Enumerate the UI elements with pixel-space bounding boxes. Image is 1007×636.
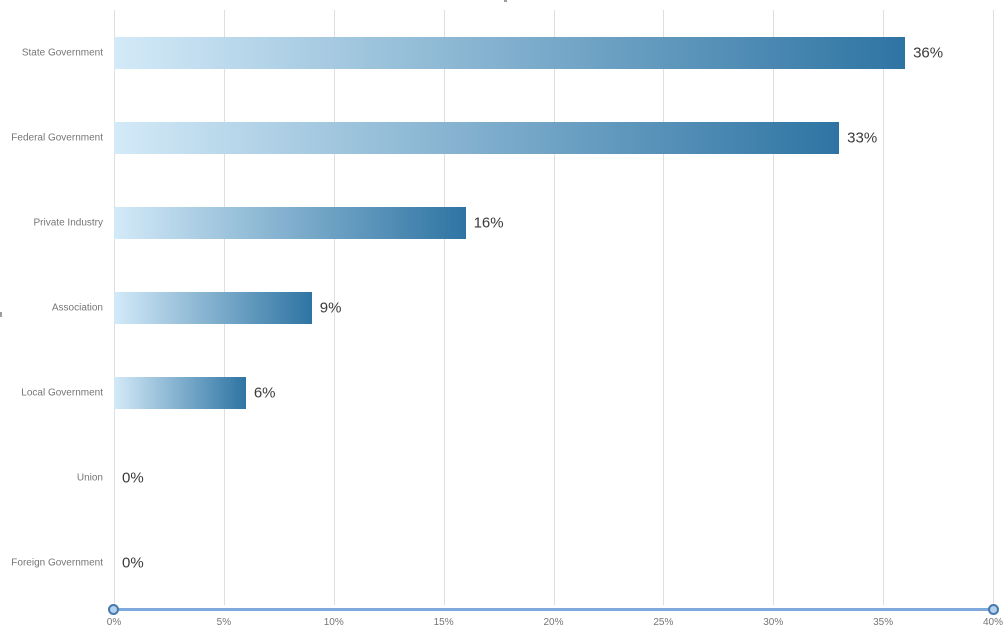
gridline: [443, 10, 445, 605]
clipped-axis-title-fragment-left: [0, 312, 2, 317]
clipped-title-fragment-top: [504, 0, 507, 2]
value-label: 6%: [253, 384, 276, 401]
x-axis-zoom-slider-line[interactable]: [114, 608, 993, 611]
x-axis-slider-handle-left[interactable]: [108, 604, 119, 615]
value-label: 36%: [913, 44, 944, 61]
bar-rows: State Government 36% Federal Government 33%…: [0, 10, 1007, 605]
bar-local-government[interactable]: [114, 376, 246, 409]
gridline: [883, 10, 885, 605]
chart-row: Union 0%: [0, 435, 1007, 520]
gridline: [773, 10, 775, 605]
gridline: [663, 10, 665, 605]
chart-row: Local Government 6%: [0, 350, 1007, 435]
bar-federal-government[interactable]: [114, 121, 840, 154]
category-label: Foreign Government: [11, 557, 103, 568]
bar-association[interactable]: [114, 291, 312, 324]
x-axis-slider-handle-right[interactable]: [988, 604, 999, 615]
category-label: Private Industry: [33, 217, 103, 228]
chart-row: Foreign Government 0%: [0, 520, 1007, 605]
chart-row: Federal Government 33%: [0, 95, 1007, 180]
x-axis-tick-label: 35%: [873, 617, 894, 628]
gridline: [553, 10, 555, 605]
gridline: [993, 10, 994, 605]
x-axis-tick-label: 0%: [106, 617, 122, 628]
category-label: Association: [51, 302, 103, 313]
x-axis-tick-label: 40%: [982, 617, 1003, 628]
category-label: Local Government: [21, 387, 103, 398]
bar-state-government[interactable]: [114, 36, 906, 69]
value-label: 0%: [122, 469, 144, 486]
value-label: 9%: [319, 299, 342, 316]
gridline: [333, 10, 335, 605]
value-label: 0%: [122, 554, 144, 571]
x-axis-tick-label: 10%: [323, 617, 344, 628]
x-axis-tick-label: 15%: [433, 617, 454, 628]
chart-row: State Government 36%: [0, 10, 1007, 95]
category-label: Union: [76, 472, 103, 483]
chart-row: Private Industry 16%: [0, 180, 1007, 265]
x-axis-tick-label: 25%: [653, 617, 674, 628]
x-axis-tick-label: 20%: [543, 617, 564, 628]
value-label: 33%: [847, 129, 878, 146]
category-label: Federal Government: [11, 132, 103, 143]
chart-row: Association 9%: [0, 265, 1007, 350]
x-axis-tick-label: 5%: [216, 617, 232, 628]
category-label: State Government: [21, 47, 103, 58]
bar-private-industry[interactable]: [114, 206, 466, 239]
value-label: 16%: [473, 214, 504, 231]
x-axis-tick-label: 30%: [763, 617, 784, 628]
